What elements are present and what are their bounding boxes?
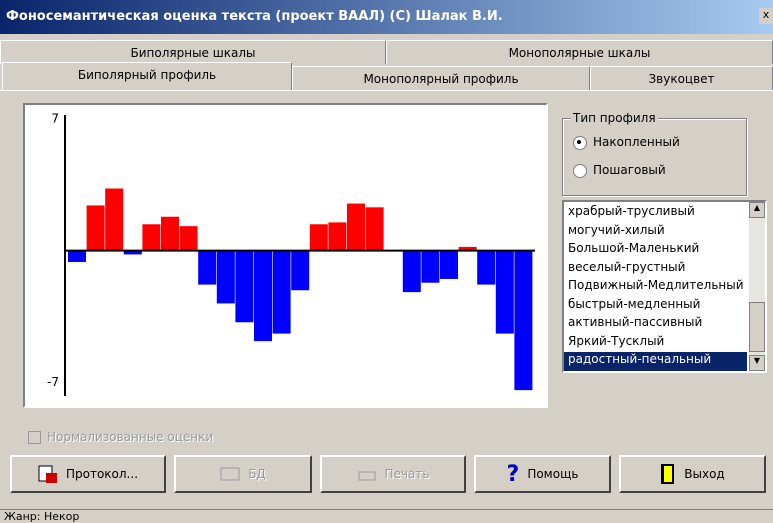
y-tick-label: -7 bbox=[47, 375, 59, 389]
bar bbox=[68, 250, 86, 262]
list-item[interactable]: Подвижный-Медлительный bbox=[568, 278, 744, 292]
list-item[interactable]: быстрый-медленный bbox=[568, 296, 701, 311]
bar bbox=[328, 222, 347, 251]
bar bbox=[477, 250, 496, 285]
bar bbox=[105, 188, 124, 251]
button[interactable]: БД bbox=[174, 455, 312, 493]
bar bbox=[272, 250, 291, 334]
list-item[interactable]: могучий-хилый bbox=[568, 222, 665, 237]
button-label: Печать bbox=[384, 467, 430, 481]
status-bar: Жанр: Некор bbox=[0, 509, 773, 523]
bar bbox=[86, 205, 105, 251]
list-item[interactable]: храбрый-трусливый bbox=[568, 204, 695, 218]
bar bbox=[291, 250, 310, 291]
bar bbox=[365, 207, 384, 251]
radio-label: Накопленный bbox=[593, 135, 680, 149]
list-item[interactable]: Яркий-Тусклый bbox=[568, 333, 665, 348]
tab[interactable]: Биполярные шкалы bbox=[0, 40, 386, 64]
radio-option[interactable]: Накопленный bbox=[573, 135, 680, 150]
tab[interactable]: Монополярный профиль bbox=[292, 66, 590, 90]
bar bbox=[458, 246, 477, 251]
bar bbox=[216, 250, 235, 304]
group-title: Тип профиля bbox=[571, 111, 658, 125]
bar bbox=[123, 250, 142, 255]
list-item[interactable]: веселый-грустный bbox=[568, 259, 686, 274]
button-label: БД bbox=[248, 467, 266, 481]
y-tick-label: 7 bbox=[51, 111, 59, 125]
button-label: Выход bbox=[684, 467, 725, 481]
bar bbox=[309, 224, 328, 251]
radio-label: Пошаговый bbox=[593, 163, 666, 177]
status-text: Жанр: Некор bbox=[4, 510, 80, 523]
button-label: Протокол... bbox=[65, 467, 139, 481]
chart-panel: 7 -7 bbox=[23, 103, 548, 408]
bar bbox=[161, 216, 179, 251]
window-title: Фоносемантическая оценка текста (проект … bbox=[6, 9, 503, 24]
bar bbox=[235, 250, 254, 323]
scrollbar[interactable]: ▲ ▼ bbox=[749, 202, 765, 371]
checkbox-label: Нормализованные оценки bbox=[47, 430, 214, 444]
bar bbox=[495, 250, 514, 334]
title-bar: Фоносемантическая оценка текста (проект … bbox=[0, 0, 773, 34]
bar bbox=[254, 250, 272, 342]
tab-page bbox=[0, 90, 773, 420]
bar bbox=[347, 203, 365, 251]
bar bbox=[198, 250, 217, 285]
list-item[interactable]: Большой-Маленький bbox=[568, 241, 700, 255]
bar bbox=[179, 226, 198, 251]
button-label: Помощь bbox=[527, 467, 579, 481]
checkbox[interactable]: Нормализованные оценки bbox=[28, 430, 213, 444]
button[interactable]: Выход bbox=[619, 455, 766, 493]
button[interactable]: Печать bbox=[320, 455, 466, 493]
bar bbox=[440, 250, 458, 279]
button[interactable]: ? Помощь bbox=[474, 455, 611, 493]
bar bbox=[142, 224, 161, 251]
tab[interactable]: Монополярные шкалы bbox=[386, 40, 773, 64]
tab-selected[interactable]: Биполярный профиль bbox=[2, 62, 292, 90]
bar bbox=[421, 250, 440, 283]
close-button[interactable]: x bbox=[759, 8, 773, 24]
scales-listbox[interactable]: храбрый-трусливый могучий-хилый Большой-Ма… bbox=[562, 200, 767, 373]
radio-option[interactable]: Пошаговый bbox=[573, 163, 666, 178]
list-item[interactable]: активный-пассивный bbox=[568, 315, 703, 329]
profile-type-group: Тип профиля Накопленный Пошаговый bbox=[562, 111, 747, 196]
button[interactable]: Протокол... bbox=[10, 455, 166, 493]
chart: 7 -7 bbox=[47, 111, 535, 396]
list-item[interactable]: радостный-печальный bbox=[564, 352, 747, 371]
bar bbox=[402, 250, 421, 293]
bar bbox=[514, 250, 533, 391]
tab[interactable]: Звукоцвет bbox=[590, 66, 773, 90]
